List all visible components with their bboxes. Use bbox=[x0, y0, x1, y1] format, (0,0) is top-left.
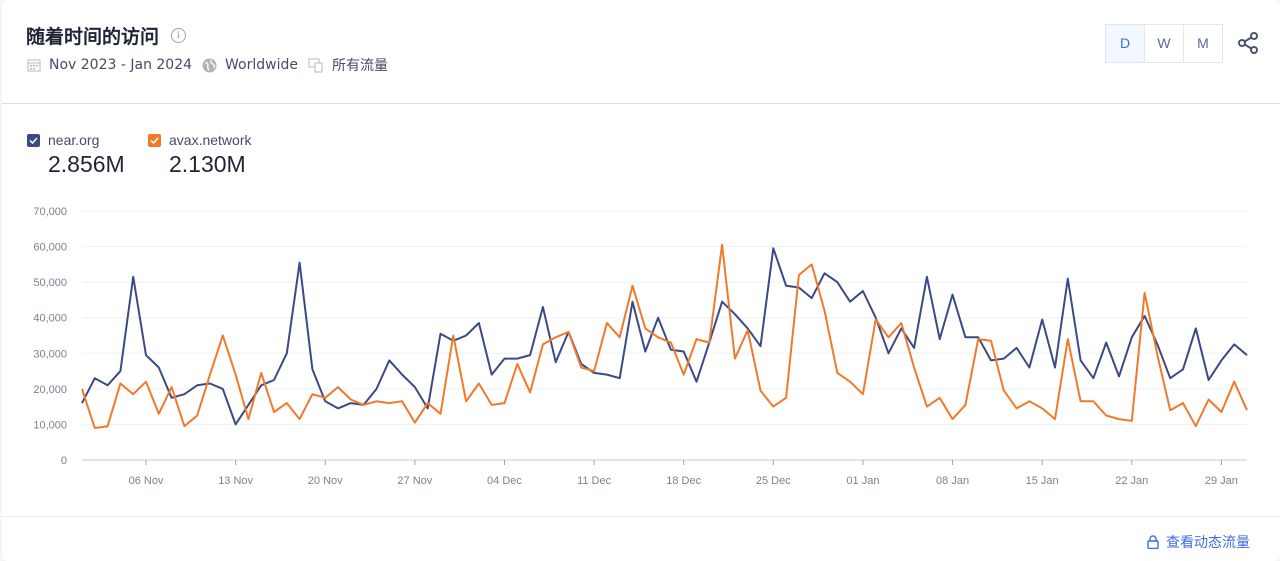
granularity-toggle: D W M bbox=[1105, 24, 1223, 63]
page-title: 随着时间的访问 bbox=[26, 26, 160, 48]
traffic-type: 所有流量 bbox=[331, 58, 388, 74]
view-traffic-link[interactable]: 查看动态流量 bbox=[1147, 532, 1250, 552]
share-icon[interactable] bbox=[1237, 32, 1259, 59]
devices-icon bbox=[308, 58, 324, 73]
granularity-day-button[interactable]: D bbox=[1106, 25, 1145, 62]
legend-avax[interactable]: avax.network 2.130M bbox=[148, 132, 251, 178]
globe-icon bbox=[202, 58, 217, 73]
checkbox-near[interactable] bbox=[27, 133, 40, 147]
header-divider bbox=[2, 103, 1280, 104]
region: Worldwide bbox=[225, 57, 298, 73]
checkbox-avax[interactable] bbox=[148, 133, 161, 147]
granularity-month-button[interactable]: M bbox=[1184, 25, 1223, 62]
legend-total: 2.856M bbox=[48, 151, 125, 177]
legend-label: near.org bbox=[48, 132, 100, 148]
lock-icon bbox=[1147, 535, 1159, 549]
legend-near[interactable]: near.org 2.856M bbox=[27, 132, 125, 178]
legend-label: avax.network bbox=[169, 132, 252, 148]
granularity-week-button[interactable]: W bbox=[1145, 25, 1184, 62]
date-range: Nov 2023 - Jan 2024 bbox=[49, 57, 193, 73]
view-traffic-label: 查看动态流量 bbox=[1166, 535, 1250, 551]
info-icon[interactable]: i bbox=[171, 28, 186, 43]
legend-total: 2.130M bbox=[169, 151, 246, 177]
calendar-icon bbox=[27, 58, 41, 72]
footer-divider bbox=[2, 516, 1280, 517]
filter-summary: Nov 2023 - Jan 2024 Worldwide 所有流量 bbox=[27, 55, 398, 75]
